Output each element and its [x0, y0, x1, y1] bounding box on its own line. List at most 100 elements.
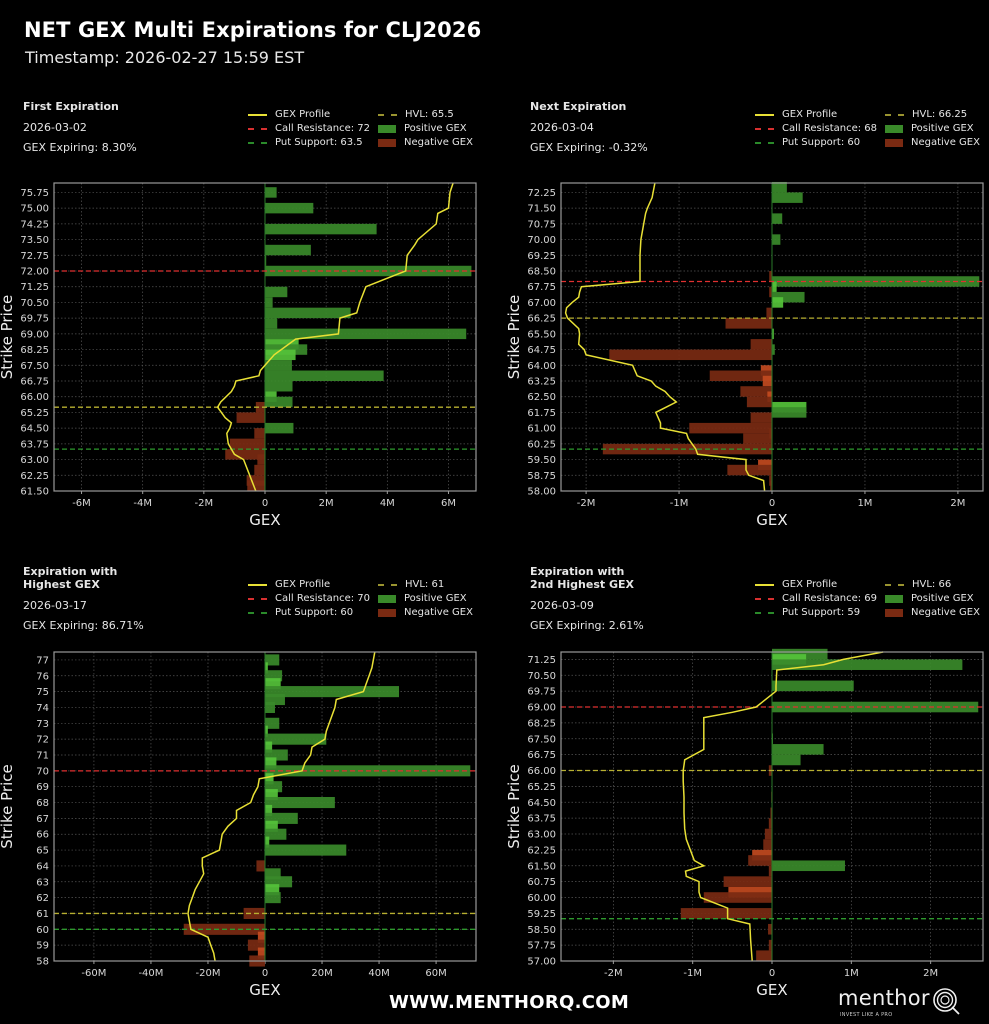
y-tick-label: 60.25	[527, 439, 556, 450]
legend-gex-profile: GEX Profile	[248, 579, 378, 590]
positive-gex-bar	[772, 407, 807, 418]
y-tick-label: 69	[36, 782, 49, 793]
x-tick-label: 0	[769, 498, 775, 509]
positive-gex-bar	[265, 725, 268, 737]
positive-gex-bar	[772, 213, 783, 224]
y-tick-label: 77	[36, 655, 49, 666]
positive-gex-bar	[772, 344, 775, 355]
positive-gex-bar	[265, 328, 467, 340]
q-circle-icon	[933, 988, 960, 1015]
logo-tagline: INVEST LIKE A PRO	[840, 1012, 893, 1018]
negative-gex-bar	[602, 443, 772, 455]
plot-frame	[53, 651, 477, 962]
positive-gex-bar	[265, 349, 296, 361]
y-tick-label: 66.00	[527, 766, 556, 777]
x-axis-label: GEX	[249, 511, 280, 529]
positive-gex-bar	[265, 789, 278, 801]
dash-swatch-icon	[248, 141, 267, 144]
plot-frame	[53, 182, 477, 492]
positive-gex-bar	[772, 860, 845, 872]
x-tick-label: -1M	[670, 498, 689, 509]
dash-swatch-icon	[248, 127, 267, 130]
positive-gex-bar	[265, 202, 314, 214]
negative-gex-bar	[768, 818, 772, 829]
line-swatch-icon	[755, 583, 774, 586]
panel-3-header: Expiration with Highest GEX 2026-03-17 G…	[23, 565, 144, 632]
positive-gex-bar	[265, 307, 351, 319]
positive-gex-bar	[772, 744, 824, 755]
negative-gex-bar	[255, 401, 265, 413]
x-tick-label: 1M	[857, 498, 872, 509]
y-tick-label: 63.75	[527, 814, 556, 825]
y-tick-label: 62.25	[20, 471, 49, 482]
y-tick-label: 75	[36, 687, 49, 698]
negative-gex-bar	[247, 480, 265, 491]
y-tick-label: 66.75	[527, 750, 556, 761]
y-tick-label: 70	[36, 766, 49, 777]
y-tick-label: 62	[36, 893, 49, 904]
legend-put-support: Put Support: 59	[755, 607, 885, 618]
positive-gex-bar	[265, 662, 268, 674]
panel-1-legend: GEX Profile HVL: 65.5 Call Resistance: 7…	[248, 109, 478, 148]
panel-name: Expiration with Highest GEX	[23, 565, 118, 591]
y-tick-label: 65.25	[20, 408, 49, 419]
y-tick-label: 74	[36, 703, 49, 714]
line-swatch-icon	[248, 583, 267, 586]
positive-gex-bar	[265, 749, 288, 761]
legend-gex-profile: GEX Profile	[755, 579, 885, 590]
y-tick-label: 72.00	[20, 267, 49, 278]
positive-gex-bar	[265, 686, 400, 698]
x-tick-label: 0	[769, 968, 775, 979]
positive-gex-bar	[265, 844, 347, 856]
positive-gex-bar	[265, 286, 288, 298]
x-tick-label: 2M	[950, 498, 965, 509]
x-tick-label: 1M	[844, 968, 859, 979]
y-tick-label: 64.50	[20, 424, 49, 435]
positive-gex-bar	[265, 187, 277, 198]
x-tick-label: 60M	[425, 968, 446, 979]
box-swatch-icon	[378, 594, 396, 603]
positive-gex-bar	[265, 717, 280, 729]
y-tick-label: 67.75	[527, 282, 556, 293]
chart-3: -60M -40M -20M 0 20M 40M 60M 58 59 60 61 62 63 64 65 66…	[0, 651, 477, 999]
dash-swatch-icon	[378, 113, 397, 116]
negative-gex-bar	[743, 433, 772, 444]
y-tick-label: 73	[36, 719, 49, 730]
y-tick-label: 76	[36, 671, 49, 682]
y-tick-label: 68.25	[20, 345, 49, 356]
panel-2-legend: GEX Profile HVL: 66.25 Call Resistance: …	[755, 109, 985, 148]
legend-hvl: HVL: 65.5	[378, 109, 478, 120]
expiration-date: 2026-03-04	[530, 121, 594, 134]
footer-url[interactable]: WWW.MENTHORQ.COM	[389, 992, 630, 1013]
y-tick-label: 63.00	[527, 830, 556, 841]
positive-gex-bar	[265, 820, 278, 832]
box-swatch-icon	[378, 124, 396, 133]
negative-gex-bar	[746, 396, 772, 408]
y-tick-label: 62.50	[527, 392, 556, 403]
positive-gex-bar	[265, 396, 293, 408]
box-swatch-icon	[378, 138, 396, 147]
negative-gex-bar	[750, 412, 772, 423]
negative-gex-bar	[727, 464, 772, 476]
panel-name: Expiration with 2nd Highest GEX	[530, 565, 634, 591]
line-swatch-icon	[248, 113, 267, 116]
negative-gex-bar	[748, 855, 772, 866]
chart-1: -6M -4M -2M 0 2M 4M 6M 61.50 62.25 63.00 63.75 64.5…	[0, 182, 477, 529]
y-tick-label: 63.25	[527, 377, 556, 388]
y-tick-label: 75.75	[20, 188, 49, 199]
gex-expiring: GEX Expiring: 8.30%	[23, 141, 137, 154]
y-tick-label: 61	[36, 909, 49, 920]
positive-gex-bar	[265, 701, 275, 714]
legend-call-resistance: Call Resistance: 72	[248, 123, 378, 134]
panel-name: First Expiration	[23, 100, 119, 113]
panel-2-header: Next Expiration 2026-03-04 GEX Expiring:…	[530, 100, 648, 154]
y-tick-label: 71	[36, 751, 49, 762]
line-swatch-icon	[755, 113, 774, 116]
x-tick-label: 4M	[380, 498, 395, 509]
positive-gex-bar	[265, 741, 273, 753]
y-tick-label: 60.00	[527, 893, 556, 904]
y-tick-label: 64.50	[527, 798, 556, 809]
gex-profile-line	[564, 182, 766, 492]
legend-negative-gex: Negative GEX	[885, 607, 985, 618]
y-tick-label: 69.00	[527, 703, 556, 714]
